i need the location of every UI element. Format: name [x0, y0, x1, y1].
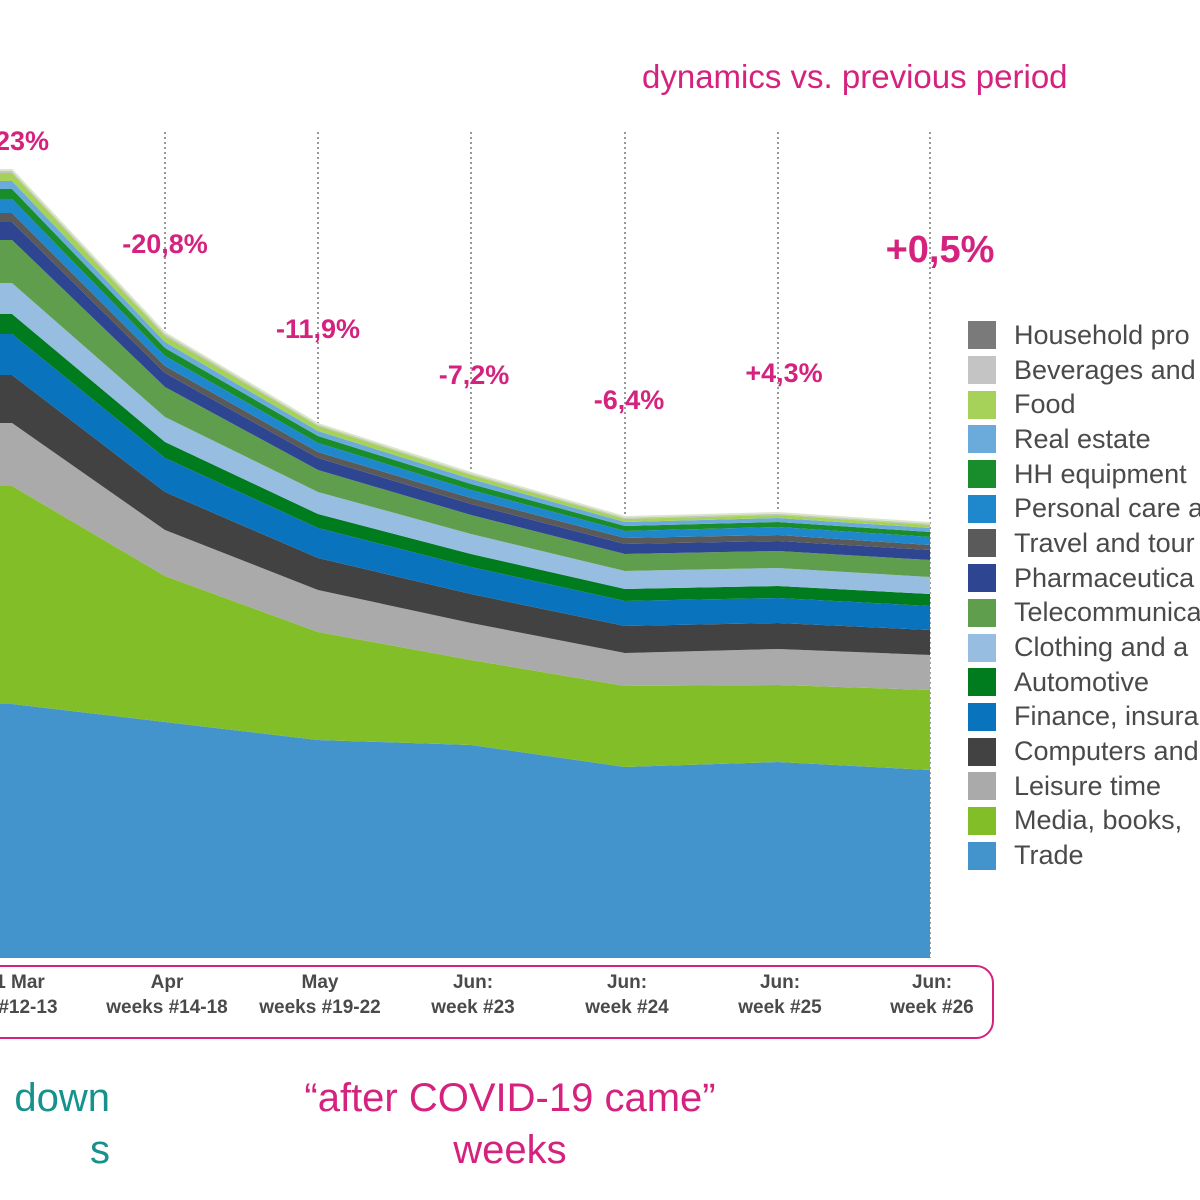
lockdown-label-line2: s	[90, 1128, 110, 1172]
area-telecommunica	[0, 240, 930, 577]
legend-item-real-estate: Real estate	[968, 422, 1200, 457]
after-covid-label-line1: “after COVID-19 came”	[304, 1076, 716, 1120]
legend-swatch	[968, 460, 996, 489]
legend-swatch	[968, 564, 996, 593]
legend-label: Computers and	[1014, 736, 1199, 767]
after-covid-label: “after COVID-19 came” weeks	[270, 1072, 750, 1176]
legend-item-hh-equipment: HH equipment	[968, 457, 1200, 492]
x-label-line2-3: week #23	[430, 997, 514, 1018]
x-label-line2-1: weeks #14-18	[105, 997, 228, 1018]
legend-label: Telecommunica	[1014, 597, 1200, 628]
area-personal-care-a	[0, 199, 930, 545]
x-label-line1-5: Jun:	[760, 972, 800, 993]
area-food	[0, 173, 930, 528]
legend-label: Household pro	[1014, 319, 1190, 350]
area-finance-insura	[0, 334, 930, 630]
legend-item-pharmaceutica: Pharmaceutica	[968, 561, 1200, 596]
area-automotive	[0, 314, 930, 606]
x-label-line1-3: Jun:	[453, 972, 493, 993]
legend: Household pro Beverages and Food Real estat…	[968, 318, 1200, 873]
area-clothing-and-a	[0, 283, 930, 594]
legend-item-leisure-time: Leisure time	[968, 769, 1200, 804]
x-label-line2-5: week #25	[737, 997, 822, 1018]
area-leisure-time	[0, 423, 930, 690]
legend-item-telecommunica: Telecommunica	[968, 596, 1200, 631]
x-label-line2-2: weeks #19-22	[258, 997, 381, 1018]
legend-label: HH equipment	[1014, 458, 1187, 489]
legend-item-beverages-and: Beverages and	[968, 353, 1200, 388]
annotation-4: -6,4%	[594, 385, 665, 415]
x-label-line1-0: 1 Mar	[0, 972, 45, 993]
x-label-line2-6: week #26	[889, 997, 973, 1018]
legend-swatch	[968, 772, 996, 801]
legend-swatch	[968, 668, 996, 697]
legend-label: Automotive	[1014, 666, 1150, 697]
x-label-line1-4: Jun:	[607, 972, 647, 993]
legend-label: Personal care a	[1014, 493, 1200, 524]
legend-swatch	[968, 390, 996, 419]
lockdown-weeks-label: down s	[0, 1072, 110, 1176]
legend-swatch	[968, 598, 996, 627]
after-covid-label-line2: weeks	[453, 1128, 567, 1172]
lockdown-label-line1: down	[14, 1076, 110, 1120]
legend-label: Real estate	[1014, 423, 1151, 454]
legend-swatch	[968, 425, 996, 454]
legend-item-computers-and: Computers and	[968, 734, 1200, 769]
legend-label: Media, books,	[1014, 805, 1183, 836]
stack-top-edge	[0, 169, 931, 524]
legend-label: Travel and tour	[1014, 527, 1195, 558]
legend-label: Leisure time	[1014, 770, 1162, 801]
legend-swatch	[968, 737, 996, 766]
legend-swatch	[968, 494, 996, 523]
legend-item-finance-insura: Finance, insura	[968, 700, 1200, 735]
area-beverages-and	[0, 171, 930, 525]
x-axis-labels: 1 Mar s #12-13 Apr weeks #14-18 May weeks #19…	[0, 972, 974, 1018]
legend-swatch	[968, 529, 996, 558]
legend-label: Beverages and	[1014, 354, 1196, 385]
legend-swatch	[968, 702, 996, 731]
legend-swatch	[968, 806, 996, 835]
legend-swatch	[968, 321, 996, 350]
x-label-line1-2: May	[302, 972, 339, 993]
legend-item-media-books: Media, books,	[968, 804, 1200, 839]
legend-label: Food	[1014, 389, 1076, 420]
area-real-estate	[0, 181, 930, 532]
annotation-2: -11,9%	[276, 314, 360, 344]
x-label-line1-6: Jun:	[912, 972, 952, 993]
legend-item-automotive: Automotive	[968, 665, 1200, 700]
area-computers-and	[0, 375, 930, 655]
legend-item-travel-and-tour: Travel and tour	[968, 526, 1200, 561]
annotation-0: 23%	[0, 126, 49, 156]
legend-label: Clothing and a	[1014, 632, 1189, 663]
annotation-3: -7,2%	[439, 360, 510, 390]
x-label-line2-4: week #24	[584, 997, 669, 1018]
legend-swatch	[968, 356, 996, 385]
legend-item-trade: Trade	[968, 838, 1200, 873]
legend-label: Pharmaceutica	[1014, 562, 1195, 593]
legend-swatch	[968, 633, 996, 662]
dynamics-annotations: 23% -20,8% -11,9% -7,2% -6,4% +4,3% +0,5%	[0, 126, 994, 415]
area-trade	[0, 704, 930, 958]
legend-label: Trade	[1014, 840, 1084, 871]
annotation-5: +4,3%	[745, 358, 822, 388]
x-axis-frame	[0, 965, 994, 1039]
legend-label: Finance, insura	[1014, 701, 1199, 732]
legend-item-food: Food	[968, 387, 1200, 422]
x-label-line1-1: Apr	[151, 972, 184, 993]
legend-item-clothing-and-a: Clothing and a	[968, 630, 1200, 665]
area-media-books	[0, 486, 930, 770]
area-hh-equipment	[0, 189, 930, 537]
annotation-6: +0,5%	[886, 229, 995, 271]
x-label-line2-0: s #12-13	[0, 997, 58, 1018]
area-series-group	[0, 169, 931, 958]
area-pharmaceutica	[0, 222, 930, 560]
chart-subtitle: dynamics vs. previous period	[642, 58, 1068, 95]
legend-swatch	[968, 841, 996, 870]
annotation-1: -20,8%	[122, 229, 208, 259]
legend-item-household-pro: Household pro	[968, 318, 1200, 353]
area-travel-and-tour	[0, 213, 930, 550]
legend-item-personal-care-a: Personal care a	[968, 491, 1200, 526]
